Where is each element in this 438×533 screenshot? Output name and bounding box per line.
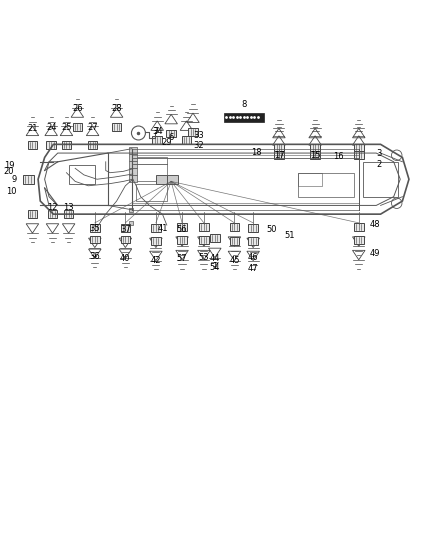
Bar bbox=[354, 237, 364, 244]
Text: 3: 3 bbox=[376, 149, 381, 158]
Bar bbox=[129, 221, 133, 225]
Bar bbox=[69, 165, 95, 184]
Bar bbox=[248, 237, 258, 245]
Bar bbox=[177, 237, 187, 244]
Bar bbox=[62, 141, 71, 149]
Text: 56: 56 bbox=[177, 225, 187, 234]
Text: 33: 33 bbox=[193, 131, 204, 140]
Bar bbox=[363, 162, 398, 197]
Text: 28: 28 bbox=[111, 104, 122, 113]
Text: 29: 29 bbox=[162, 138, 172, 147]
Text: 37: 37 bbox=[120, 225, 131, 234]
Bar bbox=[136, 183, 167, 201]
Text: 34: 34 bbox=[152, 127, 162, 135]
Bar bbox=[354, 143, 364, 151]
Bar bbox=[182, 136, 191, 144]
Text: 12: 12 bbox=[47, 203, 58, 212]
Text: 2: 2 bbox=[376, 160, 381, 169]
Bar bbox=[311, 151, 320, 159]
Bar bbox=[46, 141, 56, 149]
Bar bbox=[199, 223, 208, 231]
Bar bbox=[129, 161, 137, 168]
Bar bbox=[311, 143, 320, 151]
Bar bbox=[136, 157, 167, 181]
Bar bbox=[177, 223, 187, 231]
Text: 57: 57 bbox=[177, 254, 187, 263]
Bar bbox=[230, 237, 239, 245]
Bar bbox=[129, 175, 137, 182]
Bar bbox=[248, 224, 258, 232]
Text: 9: 9 bbox=[11, 175, 16, 184]
Bar bbox=[28, 141, 37, 149]
Text: 18: 18 bbox=[251, 148, 261, 157]
Bar bbox=[151, 237, 161, 245]
Bar bbox=[112, 123, 121, 131]
Text: 25: 25 bbox=[61, 123, 72, 132]
Bar bbox=[129, 147, 137, 154]
Bar bbox=[210, 235, 219, 242]
Text: 47: 47 bbox=[248, 264, 258, 273]
Bar bbox=[354, 151, 364, 159]
Text: 26: 26 bbox=[72, 104, 83, 113]
Text: 21: 21 bbox=[27, 124, 38, 133]
Text: 6: 6 bbox=[169, 133, 174, 142]
Bar bbox=[230, 223, 239, 231]
Bar bbox=[156, 175, 167, 183]
Text: 44: 44 bbox=[209, 254, 220, 263]
Bar bbox=[224, 113, 264, 122]
Bar bbox=[73, 123, 82, 131]
Bar bbox=[23, 175, 34, 183]
Bar bbox=[90, 224, 99, 232]
Bar bbox=[48, 211, 57, 218]
Text: 1: 1 bbox=[212, 262, 217, 271]
Text: 41: 41 bbox=[157, 224, 168, 233]
Text: 8: 8 bbox=[241, 100, 247, 109]
Bar bbox=[129, 207, 133, 212]
Bar bbox=[354, 223, 364, 231]
Text: 53: 53 bbox=[198, 253, 209, 262]
Text: 36: 36 bbox=[89, 252, 100, 261]
Text: 20: 20 bbox=[4, 167, 14, 176]
Bar bbox=[151, 224, 161, 232]
Bar bbox=[129, 154, 137, 161]
Bar bbox=[120, 236, 130, 243]
Text: 24: 24 bbox=[46, 123, 57, 132]
Text: 49: 49 bbox=[370, 249, 380, 258]
Text: 32: 32 bbox=[193, 141, 204, 150]
Bar bbox=[166, 130, 176, 138]
Text: 13: 13 bbox=[64, 203, 74, 212]
Text: 46: 46 bbox=[248, 253, 258, 262]
Bar bbox=[64, 211, 74, 218]
Text: 42: 42 bbox=[151, 256, 161, 264]
Text: 10: 10 bbox=[6, 187, 16, 196]
Bar bbox=[274, 151, 284, 159]
Text: 15: 15 bbox=[310, 151, 320, 160]
Bar bbox=[28, 211, 37, 218]
Bar bbox=[298, 173, 321, 186]
Text: 45: 45 bbox=[229, 256, 240, 264]
Text: 27: 27 bbox=[87, 123, 98, 132]
Text: 35: 35 bbox=[89, 224, 100, 233]
Text: 7: 7 bbox=[153, 127, 159, 135]
Text: 19: 19 bbox=[4, 161, 14, 170]
Bar bbox=[120, 224, 130, 232]
Text: 16: 16 bbox=[332, 152, 343, 161]
Bar bbox=[188, 128, 198, 136]
Bar bbox=[167, 175, 178, 183]
Bar bbox=[274, 143, 284, 151]
Bar bbox=[129, 168, 137, 175]
Text: 51: 51 bbox=[285, 231, 295, 240]
Text: 50: 50 bbox=[266, 225, 277, 234]
Text: 17: 17 bbox=[274, 151, 284, 160]
Bar bbox=[199, 237, 208, 244]
Text: 40: 40 bbox=[120, 254, 131, 263]
Bar bbox=[90, 236, 99, 243]
Bar bbox=[88, 141, 97, 149]
Bar bbox=[152, 136, 162, 144]
Text: 54: 54 bbox=[209, 263, 220, 272]
Text: 48: 48 bbox=[370, 220, 380, 229]
Bar bbox=[298, 173, 354, 197]
